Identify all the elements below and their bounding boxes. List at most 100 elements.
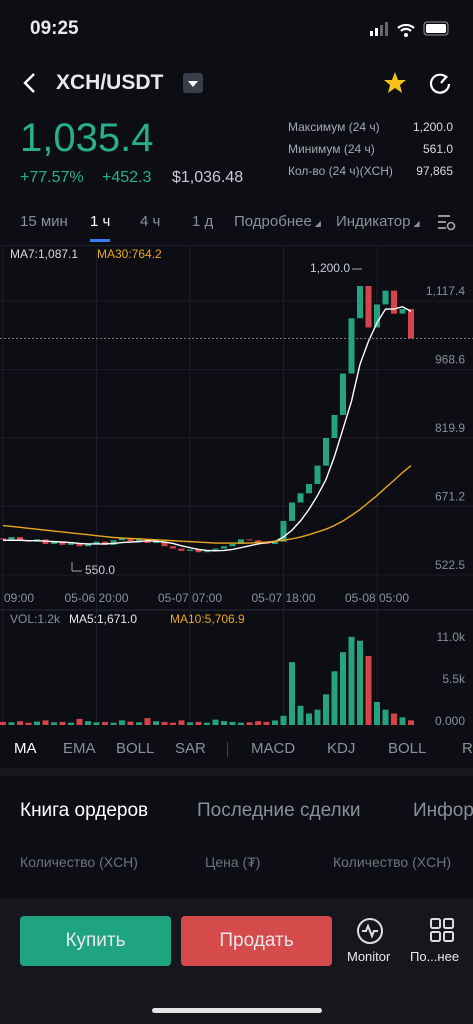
candle — [170, 546, 176, 549]
volume-bar — [59, 721, 66, 725]
monitor-label[interactable]: Monitor — [347, 949, 391, 964]
interval-tab[interactable]: 1 ч — [90, 213, 111, 230]
candle — [255, 540, 261, 544]
buy-button[interactable]: Купить — [20, 916, 171, 966]
volume-bar — [68, 722, 74, 725]
volume-bar — [119, 720, 125, 725]
orderbook-tab[interactable]: Инфор — [413, 800, 473, 821]
refresh[interactable] — [427, 70, 453, 96]
candle — [127, 538, 134, 542]
volume-bar — [306, 713, 312, 725]
volume-bar — [382, 709, 389, 725]
candle — [272, 541, 278, 544]
candle — [340, 373, 346, 415]
indicator-tab[interactable]: SAR — [175, 740, 206, 757]
volume-bar — [170, 722, 176, 725]
volume-bar — [357, 640, 363, 725]
candle — [331, 414, 338, 438]
volume-legend: VOL:1.2k — [10, 612, 61, 626]
candle — [357, 285, 363, 319]
candle — [59, 541, 66, 545]
candle — [297, 493, 304, 503]
candle — [85, 543, 91, 547]
y-tick-label: 671.2 — [435, 490, 465, 504]
more-icon[interactable] — [429, 917, 455, 943]
high-label: 1,200.0 — [310, 261, 350, 275]
volume-legend: MA5:1,671.0 — [69, 612, 137, 626]
candle — [238, 539, 244, 544]
candle — [0, 538, 6, 540]
indicator-tab[interactable]: R — [462, 740, 473, 757]
stat-label: Кол-во (24 ч)(XCH) — [288, 164, 393, 178]
stat-label: Минимум (24 ч) — [288, 142, 375, 156]
indicator-tab[interactable]: BOLL — [116, 740, 155, 757]
fiat-price: $1,036.48 — [172, 169, 244, 186]
volume-bar — [212, 719, 219, 725]
interval-tab[interactable]: 1 д — [192, 213, 214, 230]
x-tick-label: 05-08 05:00 — [345, 591, 409, 605]
volume-bar — [374, 702, 380, 725]
candle — [178, 548, 185, 551]
candle — [306, 484, 312, 494]
candle — [374, 304, 380, 328]
candle — [187, 549, 193, 551]
indicator-tab[interactable]: KDJ — [327, 740, 356, 757]
candle — [323, 437, 329, 466]
interval-tab[interactable]: Индикатор ◢ — [336, 213, 420, 230]
candle — [382, 290, 389, 305]
candle — [289, 502, 295, 521]
candle — [365, 285, 372, 328]
orderbook-tab[interactable]: Последние сделки — [197, 800, 361, 821]
volume-bar — [8, 722, 15, 725]
candle — [314, 465, 321, 485]
orderbook-tab[interactable]: Книга ордеров — [20, 800, 149, 821]
settings-icon[interactable] — [436, 212, 456, 232]
favorite-star[interactable] — [382, 70, 408, 96]
volume-bar — [178, 720, 185, 725]
volume-tick-label: 11.0k — [437, 630, 466, 644]
volume-bar — [391, 713, 397, 725]
x-tick-label: 05-07 07:00 — [158, 591, 222, 605]
interval-tab[interactable]: 4 ч — [140, 213, 161, 230]
indicator-tab[interactable]: BOLL — [388, 740, 427, 757]
back-button[interactable] — [20, 70, 40, 96]
volume-bar — [17, 721, 23, 725]
stat-value: 97,865 — [416, 164, 453, 178]
ma-legend: MA7:1,087.1 — [10, 247, 78, 261]
volume-bar — [348, 636, 355, 725]
indicator-tab[interactable]: EMA — [63, 740, 96, 757]
volume-bar — [255, 721, 261, 725]
sell-button[interactable]: Продать — [181, 916, 332, 966]
volume-bar — [76, 718, 83, 725]
indicator-tab[interactable]: MA — [14, 740, 37, 757]
change: +452.3 — [102, 169, 152, 186]
interval-tab[interactable]: Подробнее ◢ — [234, 213, 321, 230]
x-tick-label: 05-07 18:00 — [251, 591, 315, 605]
volume-bar — [153, 721, 159, 725]
volume-bar — [85, 721, 91, 725]
volume-bar — [34, 721, 40, 725]
ma-line — [2, 465, 412, 544]
candle — [17, 537, 23, 541]
candle — [51, 541, 57, 544]
candle — [221, 546, 227, 549]
candle — [204, 550, 210, 553]
candle — [280, 520, 287, 542]
low-label: 550.0 — [85, 563, 115, 577]
more-label[interactable]: По...нее — [410, 949, 460, 964]
indicator-tab[interactable]: MACD — [251, 740, 296, 757]
pair-title[interactable]: XCH/USDT — [56, 71, 164, 94]
volume-bar — [340, 652, 346, 725]
last-price: 1,035.4 — [20, 116, 154, 160]
volume-bar — [323, 694, 329, 725]
candle — [263, 543, 270, 545]
interval-tab[interactable]: 15 мин — [20, 213, 68, 230]
monitor-icon[interactable] — [355, 916, 385, 946]
volume-bar — [365, 656, 372, 725]
separator — [227, 742, 228, 757]
volume-bar — [0, 721, 6, 725]
orderbook-column: Цена (₮) — [205, 854, 261, 870]
pair-dropdown[interactable] — [183, 73, 205, 95]
